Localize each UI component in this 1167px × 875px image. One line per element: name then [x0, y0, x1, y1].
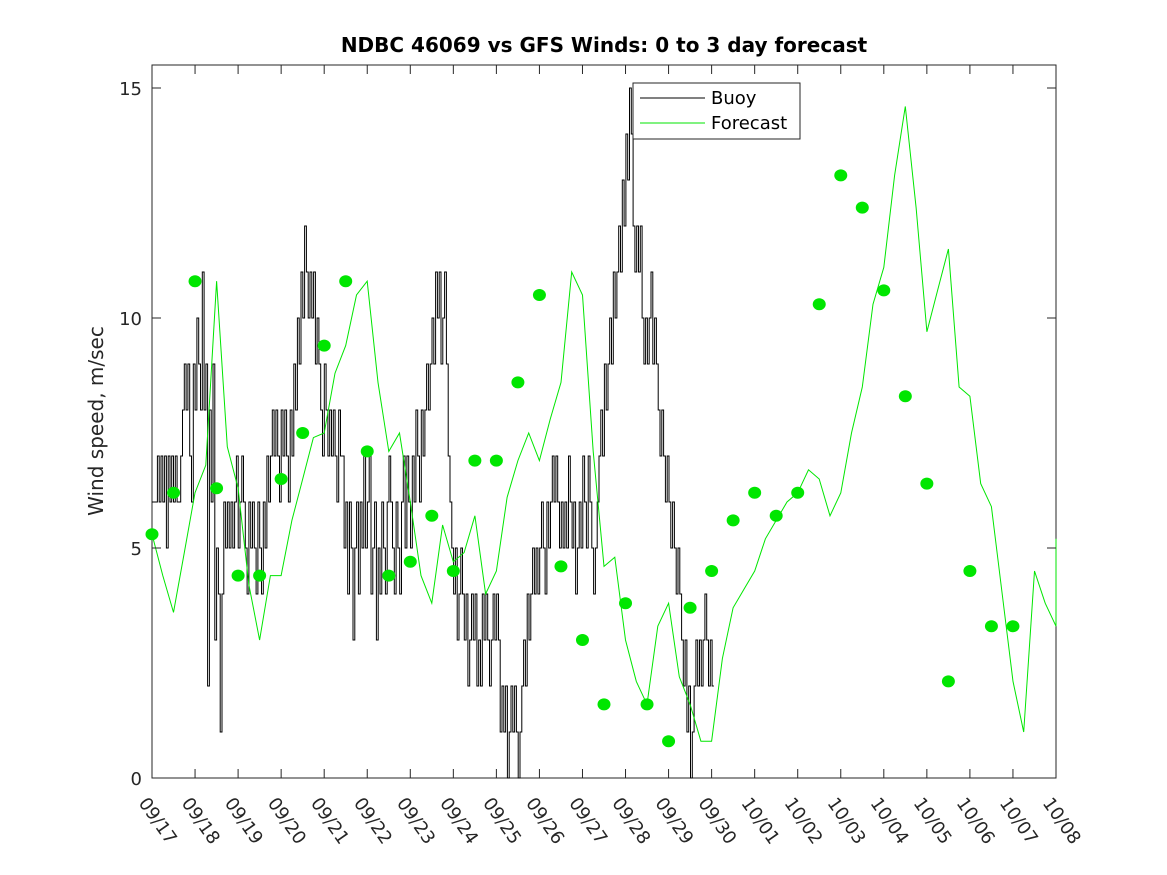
forecast-marker: [489, 454, 503, 467]
forecast-marker: [877, 284, 891, 297]
forecast-marker: [360, 445, 374, 458]
forecast-marker: [619, 597, 633, 610]
forecast-marker: [274, 473, 288, 485]
forecast-marker: [683, 601, 697, 614]
forecast-marker: [662, 735, 676, 748]
forecast-marker: [1006, 620, 1020, 633]
forecast-marker: [403, 555, 417, 568]
legend-box: [632, 82, 801, 140]
y-tick-label: 5: [131, 539, 142, 560]
forecast-marker: [554, 560, 568, 573]
forecast-marker: [941, 675, 955, 688]
forecast-marker: [382, 569, 396, 582]
forecast-marker: [231, 569, 245, 582]
legend: Buoy Forecast: [632, 82, 801, 140]
legend-forecast-label: Forecast: [711, 113, 787, 134]
y-tick-label: 0: [131, 769, 142, 790]
forecast-marker: [726, 514, 740, 527]
forecast-marker: [188, 275, 202, 288]
forecast-marker: [425, 509, 439, 522]
forecast-marker: [920, 477, 934, 490]
forecast-marker: [834, 169, 848, 182]
data-layer: [151, 87, 1057, 779]
forecast-marker: [898, 390, 912, 403]
forecast-marker: [705, 565, 719, 577]
chart-title: NDBC 46069 vs GFS Winds: 0 to 3 day fore…: [341, 33, 868, 57]
forecast-marker: [597, 698, 611, 711]
forecast-marker: [446, 565, 460, 577]
forecast-marker: [748, 486, 762, 499]
forecast-marker: [145, 528, 159, 541]
legend-buoy-label: Buoy: [711, 88, 757, 109]
forecast-marker: [511, 376, 525, 389]
forecast-marker: [984, 620, 998, 633]
marker-layer: [145, 169, 1020, 748]
y-axis: 0 5 10 15: [119, 79, 1056, 790]
y-axis-label: Wind speed, m/sec: [84, 326, 108, 516]
forecast-marker: [296, 427, 310, 439]
forecast-marker: [963, 565, 977, 577]
forecast-marker: [532, 289, 546, 301]
forecast-marker: [791, 486, 805, 499]
y-tick-label: 15: [119, 79, 142, 100]
forecast-marker: [317, 339, 331, 352]
forecast-marker: [640, 698, 654, 711]
forecast-marker: [769, 509, 783, 522]
forecast-marker: [210, 482, 224, 495]
forecast-marker: [339, 275, 353, 288]
series-line-forecast: [151, 106, 1057, 742]
series-line-buoy: [152, 87, 714, 779]
y-tick-label: 10: [119, 309, 142, 330]
forecast-marker: [468, 454, 482, 467]
forecast-marker: [812, 298, 826, 311]
forecast-marker: [575, 634, 589, 646]
forecast-marker: [253, 569, 267, 582]
forecast-marker: [855, 201, 869, 214]
forecast-marker: [167, 486, 181, 499]
